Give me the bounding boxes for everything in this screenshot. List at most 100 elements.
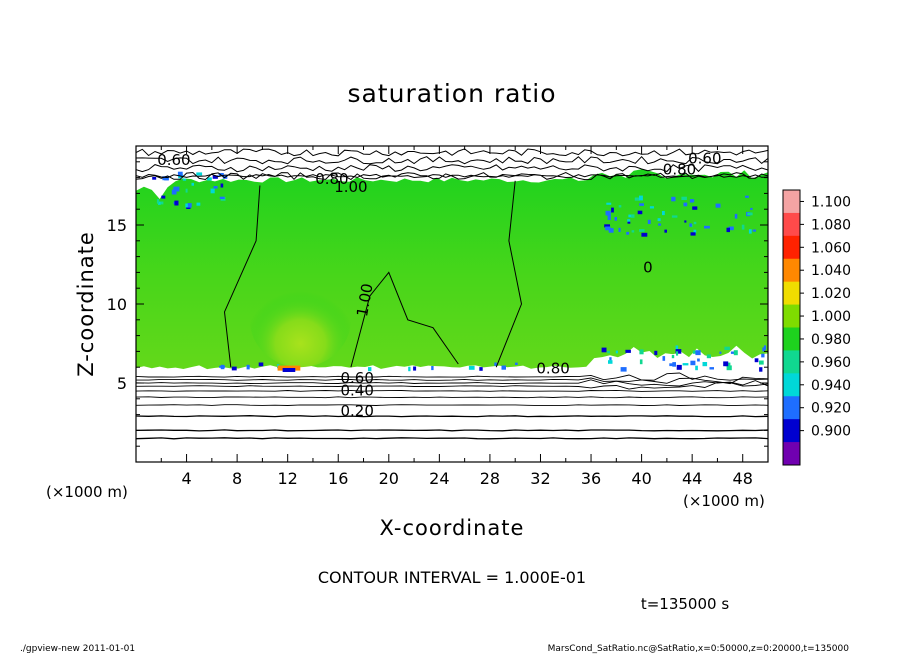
speckle: [162, 176, 169, 181]
speckle: [627, 219, 631, 222]
speckle: [747, 212, 753, 216]
speckle: [745, 195, 749, 198]
speckle: [605, 226, 611, 231]
inner-contours: [223, 180, 523, 368]
contour-line: [136, 372, 768, 381]
speckle: [604, 224, 610, 228]
speckle: [220, 364, 225, 370]
speckle: [664, 229, 667, 233]
colorbar-swatch: [783, 258, 800, 283]
speckle: [196, 202, 201, 206]
speckle: [626, 231, 630, 235]
speckle: [231, 366, 237, 371]
colorbar-label: 0.900: [811, 424, 851, 440]
plot-area: [136, 146, 768, 462]
speckle: [741, 224, 745, 230]
contour-interval: CONTOUR INTERVAL = 1.000E-01: [318, 568, 586, 587]
warm-core: [249, 272, 351, 368]
x-axis: 4 8 12 16 20 24 28 32 36 40 44 48: [135, 146, 769, 488]
speckle: [196, 172, 203, 176]
speckle: [762, 347, 766, 352]
contour-1.00: [350, 271, 459, 368]
speckle: [671, 355, 675, 359]
speckle: [697, 358, 700, 362]
speckle: [630, 214, 635, 218]
speckle: [213, 186, 218, 189]
contour-label: 0.20: [340, 402, 373, 420]
cold-spot: [282, 367, 296, 372]
speckle: [662, 356, 666, 361]
speckle: [161, 195, 166, 199]
speckle: [695, 365, 698, 371]
speckle: [657, 218, 661, 222]
speckle: [187, 203, 192, 208]
contour-label: 0.60: [688, 149, 721, 167]
speckle: [607, 350, 610, 354]
contour-line: [136, 429, 768, 432]
speckle: [681, 196, 687, 200]
speckle: [637, 210, 643, 215]
speckle: [185, 203, 188, 208]
colorbar-swatch: [783, 327, 800, 351]
speckle: [690, 232, 696, 236]
speckle: [368, 367, 372, 372]
contour-1.00: [223, 185, 261, 368]
speckle: [173, 186, 180, 192]
speckle: [649, 206, 654, 209]
edge-speckles: [152, 171, 767, 372]
color-bar: 1.100 1.080 1.060 1.040 1.020 1.000 0.980 0.960…: [782, 189, 851, 466]
speckle: [693, 229, 697, 234]
speckle: [639, 349, 644, 355]
speckle: [634, 197, 640, 201]
speckle: [611, 207, 614, 213]
x-tick-label: 48: [733, 469, 753, 488]
speckle: [750, 207, 753, 210]
speckle: [158, 201, 161, 205]
speckle: [631, 230, 635, 233]
speckle: [413, 366, 417, 371]
speckle: [408, 366, 411, 372]
speckle: [672, 362, 676, 367]
speckle: [658, 223, 662, 226]
speckle: [628, 214, 632, 218]
speckle: [494, 362, 497, 366]
speckle: [719, 351, 722, 354]
speckle: [759, 367, 763, 372]
contour-line: [136, 396, 768, 399]
speckle: [639, 229, 645, 232]
speckle: [607, 215, 611, 220]
speckle: [639, 359, 643, 365]
x-axis-label: X-coordinate: [380, 516, 525, 540]
speckle: [605, 210, 611, 216]
speckle: [618, 205, 622, 208]
speckle: [693, 221, 697, 225]
contour-label: 0.80: [663, 160, 696, 178]
contour-line: [136, 389, 768, 392]
speckle: [662, 211, 665, 216]
speckle: [734, 213, 738, 219]
x-tick-label: 44: [682, 469, 702, 488]
contour-line: [136, 404, 768, 407]
contour-label: 0.80: [315, 170, 348, 188]
x-tick-label: 24: [429, 469, 449, 488]
x-tick-label: 12: [278, 469, 298, 488]
speckle: [160, 201, 164, 205]
speckle: [182, 178, 187, 181]
colorbar-label: 0.980: [811, 332, 851, 348]
colorbar-swatch: [783, 373, 800, 397]
speckle: [761, 353, 765, 358]
speckle: [754, 358, 759, 363]
time-label: t=135000 s: [641, 595, 729, 613]
speckle: [210, 188, 215, 194]
contour-line: [136, 381, 768, 390]
speckle: [258, 362, 264, 367]
speckle: [431, 366, 434, 371]
contour-label: 1.00: [334, 178, 367, 196]
speckle: [671, 196, 676, 202]
x-tick-label: 40: [631, 469, 651, 488]
speckle: [479, 367, 483, 371]
speckle: [608, 360, 613, 364]
speckle: [219, 196, 225, 199]
speckle: [615, 350, 618, 354]
speckle: [191, 182, 194, 186]
